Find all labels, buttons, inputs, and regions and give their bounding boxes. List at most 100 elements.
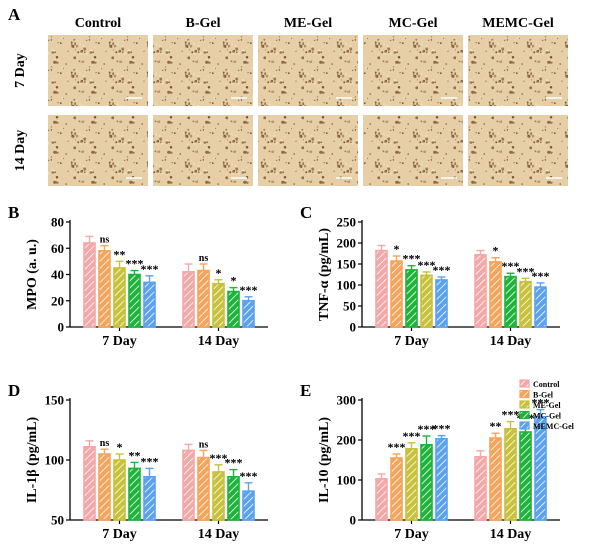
significance-label: *** <box>240 283 258 297</box>
bar-memc-gel-14-day <box>534 415 547 521</box>
x-tick-label-14-day: 14 Day <box>490 334 532 349</box>
x-tick-label-7-day: 7 Day <box>394 527 429 542</box>
significance-label: ** <box>114 247 126 261</box>
row-label-14-day: 14 Day <box>13 130 28 172</box>
significance-label: *** <box>418 258 436 272</box>
legend-label-b-gel: B-Gel <box>533 391 554 400</box>
significance-label: *** <box>225 456 243 470</box>
bar-control-14-day <box>474 253 487 328</box>
y-tick-label: 50 <box>343 299 356 314</box>
significance-label: ns <box>199 253 209 264</box>
bar-b-gel-14-day <box>197 269 210 328</box>
bar-mc-gel-7-day <box>405 269 418 328</box>
legend-swatch-me-gel <box>519 400 530 409</box>
y-tick-label: 60 <box>51 241 64 256</box>
significance-label: *** <box>403 252 421 266</box>
bar-mc-gel-14-day <box>227 290 240 328</box>
significance-label: ** <box>490 419 502 433</box>
x-tick-label-7-day: 7 Day <box>102 334 137 349</box>
significance-label: *** <box>532 396 550 410</box>
bar-me-gel-14-day <box>212 471 225 521</box>
y-tick-label: 200 <box>337 433 357 448</box>
micrograph-me-gel-14-day <box>258 115 358 186</box>
y-tick-label: 150 <box>45 393 65 408</box>
bar-memc-gel-7-day <box>143 281 156 328</box>
micrograph-b-gel-7-day <box>153 35 253 106</box>
significance-label: * <box>493 244 499 258</box>
bar-b-gel-7-day <box>390 260 403 328</box>
micrograph-memc-gel-7-day <box>468 35 568 106</box>
bar-b-gel-7-day <box>98 453 111 521</box>
bar-mc-gel-7-day <box>420 443 433 521</box>
bar-b-gel-14-day <box>489 437 502 521</box>
micrograph-memc-gel-14-day <box>468 115 568 186</box>
bar-control-7-day <box>83 242 96 328</box>
bar-me-gel-7-day <box>113 459 126 521</box>
legend-swatch-mc-gel <box>519 410 530 420</box>
significance-label: ** <box>129 448 141 462</box>
y-tick-label: 250 <box>337 215 357 230</box>
significance-label: *** <box>433 422 451 436</box>
panel-a-label: A <box>8 5 21 24</box>
y-tick-label: 0 <box>58 320 65 335</box>
x-tick-label-7-day: 7 Day <box>102 527 137 542</box>
significance-label: *** <box>502 408 520 422</box>
significance-label: *** <box>517 264 535 278</box>
row-label-7-day: 7 Day <box>13 53 28 88</box>
panel-label: B <box>8 203 19 222</box>
bar-control-7-day <box>375 249 388 328</box>
column-label-control: Control <box>75 16 122 31</box>
legend-label-control: Control <box>533 380 560 389</box>
legend-label-me-gel: ME-Gel <box>533 401 561 410</box>
bar-control-14-day <box>182 271 195 328</box>
column-label-memc-gel: MEMC-Gel <box>482 16 554 31</box>
significance-label: ns <box>100 438 110 449</box>
bar-me-gel-7-day <box>113 267 126 328</box>
significance-label: *** <box>433 263 451 277</box>
significance-label: * <box>117 440 123 454</box>
column-label-b-gel: B-Gel <box>186 16 221 31</box>
significance-label: *** <box>240 469 258 483</box>
legend-swatch-b-gel <box>519 389 530 399</box>
bar-memc-gel-7-day <box>143 475 156 521</box>
y-axis-label: IL-10 (pg/mL) <box>317 417 332 503</box>
y-tick-label: 0 <box>350 320 357 335</box>
micrograph-me-gel-7-day <box>258 35 358 106</box>
y-tick-label: 80 <box>51 215 64 230</box>
panel-a-micrographs: A Control B-Gel ME-Gel MC-Gel MEMC-Gel 7 Day… <box>8 5 568 186</box>
bar-mc-gel-7-day <box>128 273 141 328</box>
significance-label: * <box>216 266 222 280</box>
x-tick-label-7-day: 7 Day <box>394 334 429 349</box>
column-label-mc-gel: MC-Gel <box>389 16 438 31</box>
bar-mc-gel-7-day <box>128 467 141 521</box>
x-tick-label-14-day: 14 Day <box>198 527 240 542</box>
significance-label: * <box>231 274 237 288</box>
micrograph-mc-gel-7-day <box>363 35 463 106</box>
legend-swatch-control <box>519 379 530 388</box>
micrograph-control-7-day <box>48 35 148 106</box>
significance-label: *** <box>141 262 159 276</box>
bar-memc-gel-14-day <box>534 286 547 328</box>
legend-label-memc-gel: MEMC-Gel <box>533 422 575 431</box>
bar-me-gel-14-day <box>212 282 225 328</box>
bar-memc-gel-7-day <box>435 279 448 328</box>
y-tick-label: 50 <box>51 513 64 528</box>
y-tick-label: 150 <box>337 257 357 272</box>
legend-swatch-memc-gel <box>519 421 530 430</box>
micrograph-b-gel-14-day <box>153 115 253 186</box>
significance-label: ns <box>100 235 110 246</box>
significance-label: *** <box>141 454 159 468</box>
bar-memc-gel-14-day <box>242 299 255 328</box>
y-tick-label: 300 <box>337 393 357 408</box>
significance-label: ns <box>199 439 209 450</box>
y-tick-label: 0 <box>350 513 357 528</box>
x-tick-label-14-day: 14 Day <box>198 334 240 349</box>
bar-b-gel-7-day <box>390 457 403 521</box>
y-tick-label: 100 <box>45 453 65 468</box>
significance-label: *** <box>126 257 144 271</box>
bar-memc-gel-7-day <box>435 437 448 521</box>
micrograph-mc-gel-14-day <box>363 115 463 186</box>
